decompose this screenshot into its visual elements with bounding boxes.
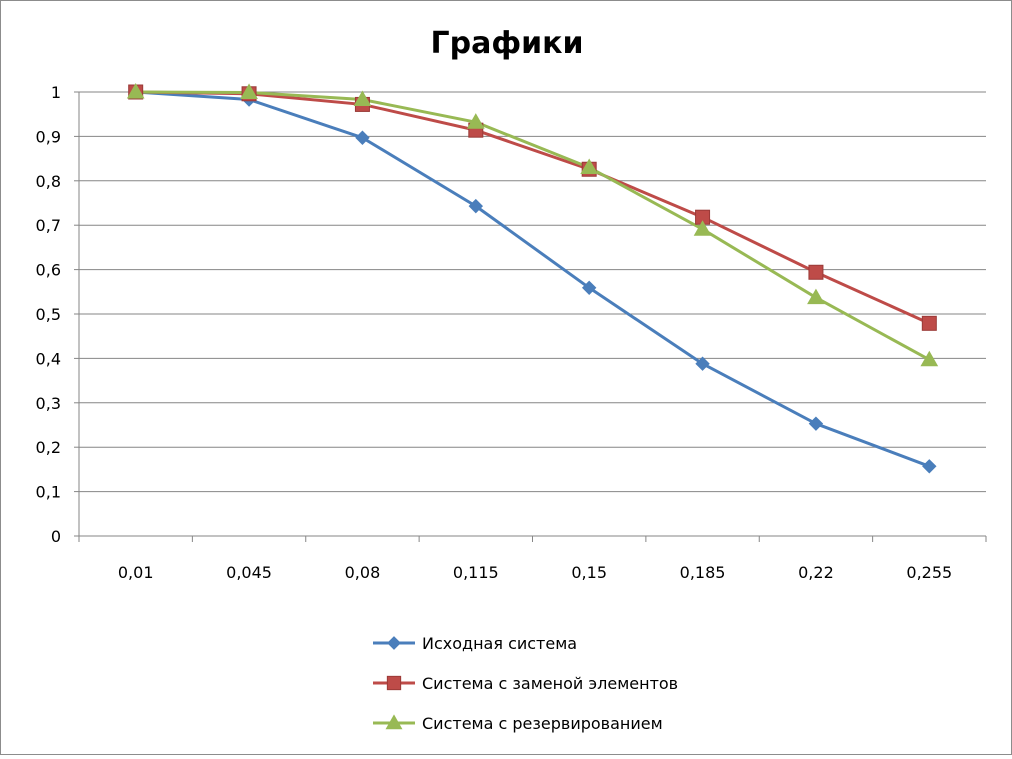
- data-point: [693, 220, 712, 236]
- x-tick-label: 0,01: [118, 563, 154, 582]
- legend-marker: [387, 636, 401, 650]
- x-tick-label: 0,045: [226, 563, 272, 582]
- y-tick-label: 0,5: [36, 305, 61, 324]
- y-tick-label: 0: [51, 527, 61, 546]
- y-tick-label: 0,6: [36, 261, 61, 280]
- y-tick-label: 0,2: [36, 438, 61, 457]
- chart-title: Графики: [430, 26, 583, 61]
- legend-label: Система с заменой элементов: [422, 674, 678, 693]
- series-line: [135, 90, 931, 362]
- y-tick-label: 0,4: [36, 349, 61, 368]
- y-tick-label: 0,8: [36, 172, 61, 191]
- legend-marker: [385, 714, 403, 730]
- y-tick-label: 0,1: [36, 483, 61, 502]
- data-point: [921, 315, 937, 331]
- data-point: [353, 90, 372, 107]
- y-tick-label: 0,9: [36, 127, 61, 146]
- data-point: [240, 83, 258, 99]
- data-point: [126, 82, 145, 99]
- data-point: [580, 158, 599, 174]
- legend-item: Исходная система: [373, 634, 577, 653]
- data-point: [920, 350, 939, 367]
- data-point: [468, 198, 484, 214]
- series-line: [135, 90, 930, 325]
- data-point: [695, 356, 710, 371]
- data-point: [581, 280, 597, 296]
- legend-label: Система с резервированием: [422, 714, 663, 733]
- series-layer: [126, 82, 939, 474]
- data-point: [807, 288, 825, 305]
- legend-item: Система с резервированием: [373, 714, 663, 733]
- data-point: [808, 264, 824, 280]
- x-tick-label: 0,08: [345, 563, 381, 582]
- x-tick-label: 0,255: [906, 563, 952, 582]
- legend-label: Исходная система: [422, 634, 577, 653]
- legend-item: Система с заменой элементов: [373, 674, 678, 693]
- data-point: [922, 459, 937, 474]
- data-point: [466, 113, 485, 129]
- x-tick-label: 0,115: [453, 563, 499, 582]
- axes: 0 0,1 0,2 0,3 0,4 0,5 0,6 0,7 0,8 0,9 1 0,01 0,045 0,…: [36, 83, 987, 582]
- gridlines: [79, 91, 986, 493]
- x-tick-label: 0,15: [571, 563, 607, 582]
- y-tick-label: 0,3: [36, 394, 61, 413]
- data-point: [808, 416, 824, 431]
- legend: Исходная система Система с заменой элемен…: [373, 634, 678, 733]
- y-tick-label: 0,7: [36, 216, 61, 235]
- legend-marker: [386, 675, 402, 691]
- y-tick-label: 1: [51, 83, 61, 102]
- data-point: [355, 130, 370, 145]
- x-tick-label: 0,185: [680, 563, 726, 582]
- x-tick-label: 0,22: [798, 563, 834, 582]
- series-line: [135, 90, 930, 468]
